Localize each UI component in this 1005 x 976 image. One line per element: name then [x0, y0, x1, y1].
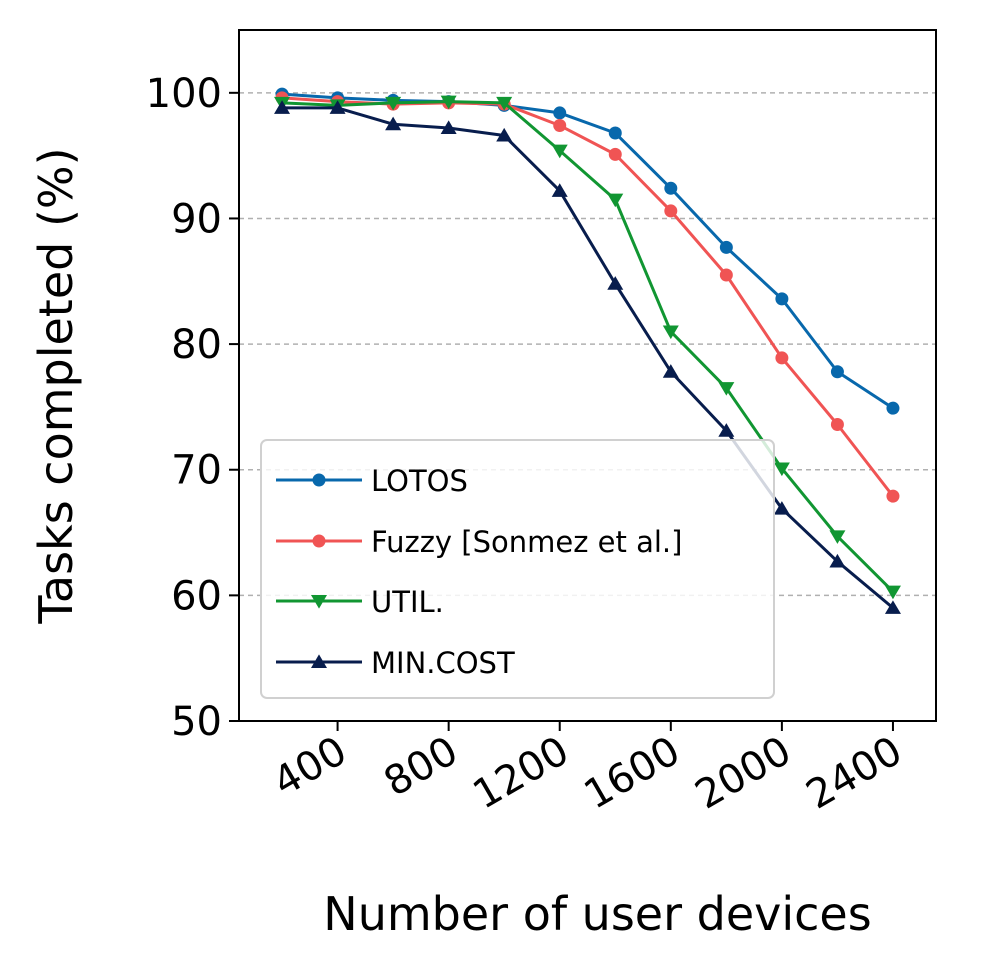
series-line [281, 100, 895, 593]
y-axis-title: Tasks completed (%) [29, 147, 83, 624]
x-tick-label: 1600 [577, 728, 688, 819]
legend-label: LOTOS [371, 464, 468, 498]
legend-marker [311, 595, 327, 609]
data-point [829, 553, 846, 568]
x-tick-label: 800 [377, 728, 466, 806]
data-point [608, 126, 622, 140]
data-point [662, 325, 679, 340]
legend-marker [311, 654, 327, 668]
data-point [551, 183, 568, 197]
legend: LOTOS Fuzzy [Sonmez et al.] UTIL. MIN.COST [260, 439, 775, 699]
x-tick-label: 1200 [466, 728, 577, 819]
data-point [440, 120, 457, 134]
data-point [440, 95, 457, 110]
data-point [775, 351, 789, 365]
data-point [775, 292, 789, 306]
legend-label: MIN.COST [371, 646, 515, 680]
data-point [607, 276, 624, 290]
data-point [608, 147, 622, 161]
legend-box [260, 439, 775, 699]
legend-marker [312, 473, 326, 487]
data-point [886, 401, 900, 415]
data-point [496, 127, 513, 142]
x-tick-label: 2400 [799, 728, 910, 819]
legend-label: Fuzzy [Sonmez et al.] [371, 525, 682, 559]
series-3 [274, 100, 901, 614]
data-point [664, 181, 678, 195]
series-line [281, 96, 895, 498]
series-line [282, 106, 894, 610]
data-point [773, 462, 790, 477]
data-point [551, 144, 568, 159]
data-point [553, 118, 567, 132]
y-tick-label: 70 [171, 448, 222, 494]
x-tick-label: 2000 [688, 728, 799, 819]
legend-item: LOTOS [276, 464, 468, 498]
series-layer [274, 87, 901, 614]
y-tick-label: 80 [171, 322, 222, 368]
y-tick-label: 60 [171, 573, 222, 619]
data-point [553, 106, 567, 120]
data-point [385, 116, 402, 131]
data-point [274, 100, 291, 114]
data-point [329, 100, 346, 114]
data-point [496, 96, 513, 111]
y-tick-label: 90 [171, 196, 222, 242]
data-point [718, 382, 735, 396]
data-point [773, 501, 790, 515]
x-axis-title: Number of user devices [323, 887, 871, 941]
data-point [884, 600, 901, 614]
data-point [607, 193, 624, 208]
data-point [829, 530, 846, 544]
y-tick-label: 100 [146, 71, 222, 117]
data-point [719, 268, 733, 282]
data-point [886, 489, 900, 503]
data-point [718, 423, 735, 437]
x-tick-label: 400 [265, 728, 354, 806]
legend-item: UTIL. [276, 585, 444, 619]
legend-label: UTIL. [371, 585, 444, 619]
legend-item: Fuzzy [Sonmez et al.] [276, 525, 682, 559]
data-point [884, 585, 901, 600]
data-point [719, 240, 733, 254]
grid-lines [239, 92, 936, 597]
data-point [830, 365, 844, 379]
legend-marker [312, 534, 326, 548]
data-point [385, 96, 402, 111]
series-line [281, 92, 894, 410]
y-tick-label: 50 [171, 699, 222, 745]
data-point [662, 364, 679, 378]
series-0 [275, 87, 900, 415]
legend-item: MIN.COST [276, 646, 515, 680]
plot-frame [238, 29, 937, 722]
data-point [664, 204, 678, 218]
data-point [830, 417, 844, 431]
